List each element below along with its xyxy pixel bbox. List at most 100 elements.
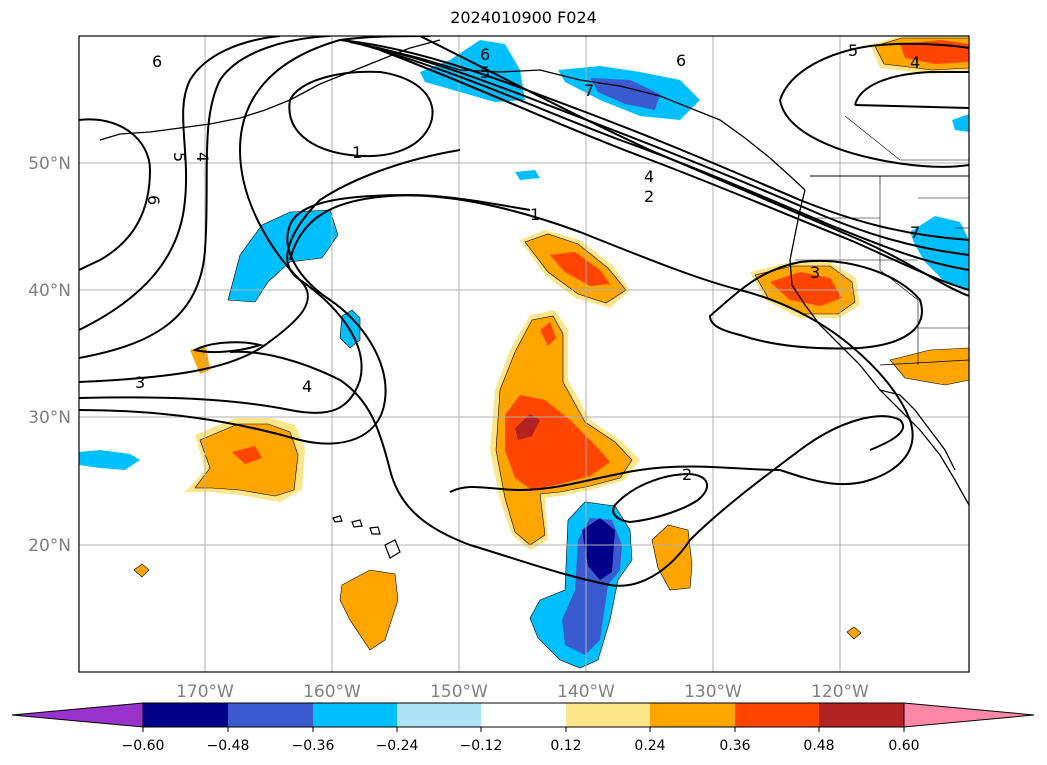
colorbar-ticks (142, 727, 905, 732)
contour-trough-west-1 (79, 118, 152, 271)
alaska-coast (339, 39, 806, 191)
aleutian-coast (99, 39, 441, 141)
island-1 (332, 515, 343, 523)
lat-label: 40°N (28, 281, 71, 301)
contour-label: 6 (144, 195, 163, 205)
contour-trough-west-3 (79, 36, 331, 359)
colorbar: −0.60 −0.48 −0.36 −0.24 −0.12 0.12 0.24 … (11, 702, 1035, 754)
contour-label: 1 (352, 143, 362, 162)
negative-anomaly-small-2 (515, 170, 540, 180)
colorbar-tick-label: −0.60 (122, 738, 165, 754)
negative-anomaly-gulf-3 (590, 78, 660, 110)
contour-ridge-loop (708, 259, 923, 350)
lon-label: 140°W (557, 682, 615, 702)
positive-anomaly-small-2 (133, 563, 150, 578)
colorbar-extend-min (11, 702, 144, 728)
lon-label: 170°W (176, 682, 234, 702)
contour-closed-low (288, 70, 434, 158)
colorbar-tick-label: 0.60 (888, 738, 919, 754)
colorbar-bin (481, 703, 566, 727)
contour-label: 4 (910, 53, 920, 72)
island-3 (369, 526, 381, 535)
positive-anomaly-subtropical-west-peak (232, 446, 262, 464)
contour-jet-2 (349, 41, 969, 256)
lon-label: 150°W (430, 682, 488, 702)
negative-anomaly-nw (227, 209, 339, 303)
contour-label: 6 (152, 52, 162, 71)
positive-anomaly-ne-pacific-core (550, 252, 610, 286)
contour-label: 4 (193, 152, 212, 162)
contour-trough-west-2 (79, 36, 281, 331)
lon-labels: 170°W 160°W 150°W 140°W 130°W 120°W (176, 682, 869, 702)
contour-label: 3 (135, 373, 145, 392)
colorbar-extend-max (903, 702, 1035, 728)
contour-central-ridge (289, 194, 914, 493)
state-border-1 (879, 176, 919, 365)
contour-label: 2 (644, 187, 654, 206)
contour-label: 4 (644, 167, 654, 186)
colorbar-bin (650, 703, 735, 727)
island-2 (351, 519, 363, 528)
colorbar-tick-label: −0.36 (292, 738, 335, 754)
positive-anomaly-hawaii-south (339, 569, 399, 651)
negative-anomaly-central-south-peak (582, 518, 615, 580)
colorbar-bin (143, 703, 228, 727)
colorbar-bin (819, 703, 904, 727)
map-panel: 6 5 4 6 1 6 5 7 6 5 4 1 4 2 3 3 4 2 7 (78, 35, 970, 673)
colorbar-bin (228, 703, 313, 727)
contour-label: 4 (302, 377, 312, 396)
lat-label: 30°N (28, 408, 71, 428)
contour-label: 5 (170, 152, 189, 162)
contour-trough-west-5 (79, 149, 461, 414)
lon-label: 160°W (303, 682, 361, 702)
contour-label: 1 (530, 205, 540, 224)
contour-label: 6 (480, 45, 490, 64)
gridlines (79, 36, 969, 672)
island-4 (384, 539, 401, 559)
contour-label: 5 (848, 41, 858, 60)
contour-right-loop-4 (854, 104, 969, 109)
contour-label: 6 (676, 51, 686, 70)
contour-label: 2 (682, 465, 692, 484)
contour-right-loop (779, 42, 969, 101)
contour-right-loop-2 (854, 71, 969, 106)
colorbar-tick-label: −0.48 (207, 738, 250, 754)
contour-jet-4 (379, 49, 969, 291)
contour-lines (79, 36, 969, 587)
colorbar-tick-labels: −0.60 −0.48 −0.36 −0.24 −0.12 0.12 0.24 … (122, 738, 920, 754)
colorbar-outline (142, 702, 905, 728)
colorbar-bin (735, 703, 819, 727)
contour-jet-1 (339, 39, 969, 241)
colorbar-tick-label: −0.12 (460, 738, 503, 754)
lat-label: 50°N (28, 154, 71, 174)
positive-anomaly-central-north (540, 322, 556, 346)
hawaiian-islands (332, 515, 401, 559)
colorbar-bin (566, 703, 650, 727)
lon-label: 120°W (811, 682, 869, 702)
contour-label: 5 (480, 63, 490, 82)
lon-label: 130°W (684, 682, 742, 702)
colorbar-tick-label: 0.24 (634, 738, 665, 754)
state-border-7 (844, 115, 969, 161)
colorbar-tick-label: 0.48 (803, 738, 834, 754)
north-america-west-coast (789, 189, 969, 506)
colorbar-bin (397, 703, 481, 727)
colorbar-tick-label: −0.24 (376, 738, 419, 754)
contour-low-loop-west (192, 341, 264, 354)
colorbar-tick-label: 0.36 (719, 738, 750, 754)
lat-labels: 50°N 40°N 30°N 20°N (28, 154, 71, 556)
contour-label: 7 (910, 223, 920, 242)
positive-anomaly-central-peak (515, 414, 540, 440)
positive-anomaly-california-core (770, 272, 842, 306)
positive-anomaly-small-3 (846, 626, 862, 640)
map-title: 2024010900 F024 (450, 8, 597, 27)
map-frame (78, 35, 970, 673)
contour-right-loop-3 (779, 99, 969, 168)
contour-jet-5 (419, 36, 969, 297)
colorbar-bin (313, 703, 397, 727)
negative-anomaly-ne-corner (952, 114, 969, 132)
negative-anomaly-west-edge (79, 450, 140, 470)
contour-southern-loop (229, 350, 905, 587)
contour-label: 7 (584, 81, 594, 100)
